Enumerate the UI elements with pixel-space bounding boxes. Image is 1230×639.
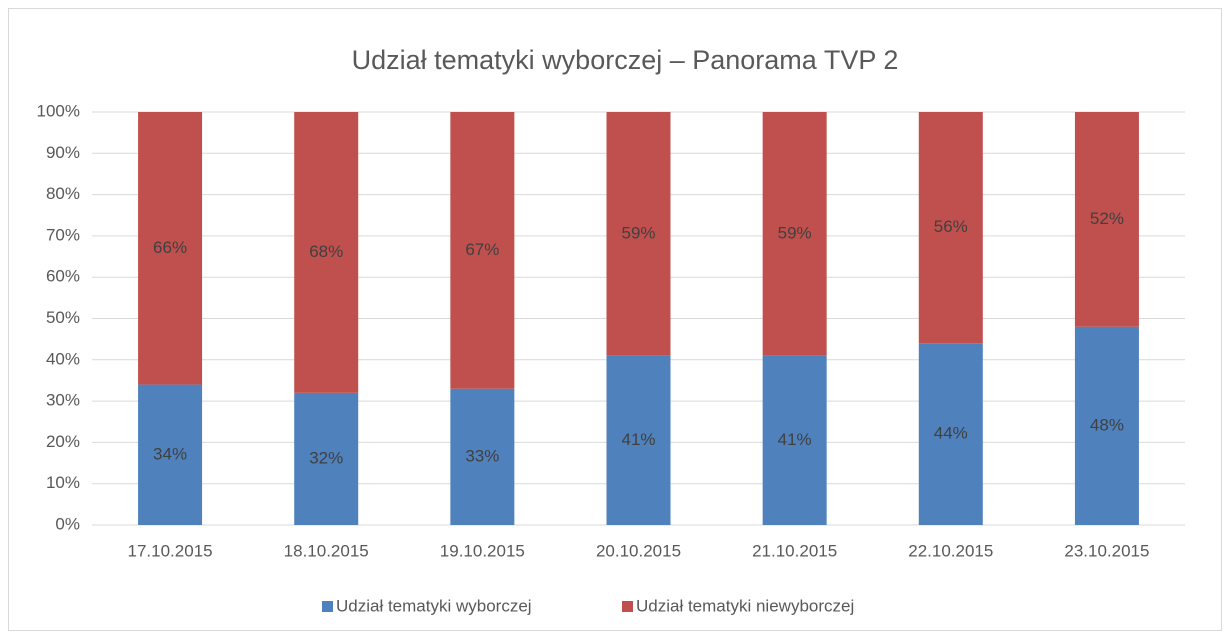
bar-segment	[138, 384, 203, 525]
y-tick-label: 60%	[46, 267, 80, 286]
bar-segment	[918, 343, 983, 525]
data-label: 56%	[934, 217, 968, 236]
bar-segment	[450, 112, 515, 389]
chart-title: Udział tematyki wyborczej – Panorama TVP…	[352, 45, 899, 75]
y-tick-label: 100%	[37, 101, 80, 120]
bar-segment	[1074, 112, 1139, 327]
x-tick-label: 21.10.2015	[752, 541, 837, 560]
bar-segment	[138, 112, 203, 385]
y-tick-label: 40%	[46, 349, 80, 368]
legend-swatch	[322, 601, 333, 612]
x-tick-label: 18.10.2015	[284, 541, 369, 560]
y-tick-label: 20%	[46, 432, 80, 451]
bar-segment	[762, 355, 827, 525]
bar-segment	[606, 112, 671, 356]
x-tick-label: 17.10.2015	[128, 541, 213, 560]
y-tick-label: 80%	[46, 184, 80, 203]
data-label: 44%	[934, 424, 968, 443]
data-label: 33%	[465, 446, 499, 465]
y-tick-label: 70%	[46, 225, 80, 244]
bar-segment	[1074, 326, 1139, 525]
y-tick-label: 30%	[46, 391, 80, 410]
bar-segment	[294, 392, 359, 525]
bar-segment	[606, 355, 671, 525]
x-tick-label: 22.10.2015	[908, 541, 993, 560]
data-label: 59%	[621, 223, 655, 242]
legend-swatch	[622, 601, 633, 612]
y-tick-label: 50%	[46, 308, 80, 327]
bar-segment	[918, 112, 983, 344]
data-label: 68%	[309, 242, 343, 261]
data-label: 59%	[778, 223, 812, 242]
y-tick-label: 90%	[46, 143, 80, 162]
x-tick-label: 20.10.2015	[596, 541, 681, 560]
bar-segment	[762, 112, 827, 356]
data-label: 48%	[1090, 415, 1124, 434]
legend-label: Udział tematyki niewyborczej	[636, 596, 854, 615]
data-label: 32%	[309, 448, 343, 467]
data-label: 34%	[153, 444, 187, 463]
bar-segment	[294, 112, 359, 393]
data-label: 41%	[621, 430, 655, 449]
y-tick-label: 10%	[46, 473, 80, 492]
y-tick-label: 0%	[55, 514, 80, 533]
data-label: 52%	[1090, 209, 1124, 228]
legend-label: Udział tematyki wyborczej	[336, 596, 532, 615]
data-label: 67%	[465, 240, 499, 259]
data-label: 41%	[778, 430, 812, 449]
bar-segment	[450, 388, 515, 525]
data-label: 66%	[153, 238, 187, 257]
x-tick-label: 23.10.2015	[1064, 541, 1149, 560]
x-tick-label: 19.10.2015	[440, 541, 525, 560]
